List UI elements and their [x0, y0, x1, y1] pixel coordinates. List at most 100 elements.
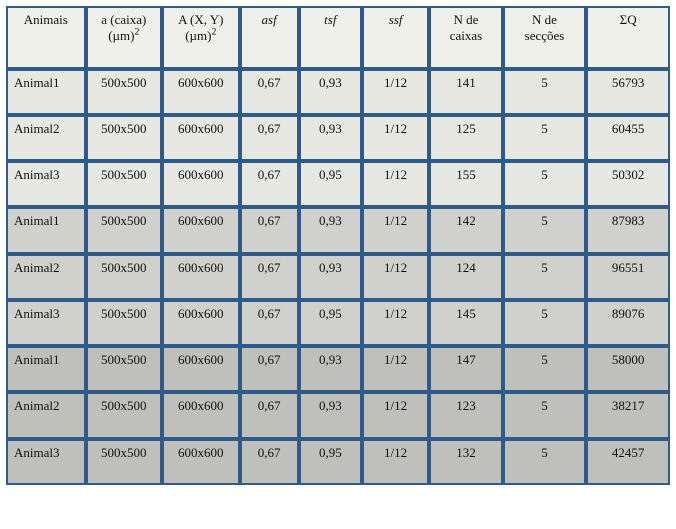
cell: 0,93	[299, 207, 362, 253]
col-header-5: ssf	[362, 6, 429, 69]
cell: 1/12	[362, 392, 429, 438]
cell: 500x500	[86, 300, 162, 346]
table-wrapper: Animaisa (caixa)(µm)2A (X, Y)(µm)2asftsf…	[0, 0, 676, 491]
cell: 1/12	[362, 115, 429, 161]
col-header-3: asf	[240, 6, 299, 69]
cell: 600x600	[162, 392, 240, 438]
cell: Animal1	[6, 207, 86, 253]
col-header-4: tsf	[299, 6, 362, 69]
cell: 600x600	[162, 161, 240, 207]
cell: 38217	[586, 392, 670, 438]
cell: 0,67	[240, 254, 299, 300]
table-row: Animal1500x500600x6000,670,931/121425879…	[6, 207, 670, 253]
cell: 500x500	[86, 161, 162, 207]
table-row: Animal2500x500600x6000,670,931/121255604…	[6, 115, 670, 161]
cell: 500x500	[86, 69, 162, 115]
cell: 56793	[586, 69, 670, 115]
table-row: Animal1500x500600x6000,670,931/121415567…	[6, 69, 670, 115]
cell: 0,95	[299, 439, 362, 485]
cell: 0,95	[299, 300, 362, 346]
cell: 0,93	[299, 254, 362, 300]
table-header-row: Animaisa (caixa)(µm)2A (X, Y)(µm)2asftsf…	[6, 6, 670, 69]
cell: 0,67	[240, 300, 299, 346]
cell: 600x600	[162, 300, 240, 346]
cell: 0,93	[299, 392, 362, 438]
cell: 123	[429, 392, 502, 438]
cell: 141	[429, 69, 502, 115]
table-body: Animal1500x500600x6000,670,931/121415567…	[6, 69, 670, 485]
cell: 5	[503, 300, 587, 346]
cell: 5	[503, 161, 587, 207]
cell: 500x500	[86, 439, 162, 485]
cell: 600x600	[162, 254, 240, 300]
cell: 5	[503, 346, 587, 392]
cell: 600x600	[162, 439, 240, 485]
cell: 50302	[586, 161, 670, 207]
table-row: Animal3500x500600x6000,670,951/121555503…	[6, 161, 670, 207]
col-header-2: A (X, Y)(µm)2	[162, 6, 240, 69]
table-row: Animal2500x500600x6000,670,931/121245965…	[6, 254, 670, 300]
cell: 42457	[586, 439, 670, 485]
cell: 147	[429, 346, 502, 392]
cell: 5	[503, 254, 587, 300]
cell: Animal2	[6, 254, 86, 300]
table-row: Animal2500x500600x6000,670,931/121235382…	[6, 392, 670, 438]
cell: 0,93	[299, 346, 362, 392]
cell: 1/12	[362, 300, 429, 346]
cell: 142	[429, 207, 502, 253]
cell: 0,67	[240, 69, 299, 115]
cell: Animal2	[6, 115, 86, 161]
cell: 500x500	[86, 207, 162, 253]
cell: 5	[503, 439, 587, 485]
cell: 0,67	[240, 346, 299, 392]
cell: 0,93	[299, 69, 362, 115]
cell: 132	[429, 439, 502, 485]
cell: 96551	[586, 254, 670, 300]
col-header-7: N desecções	[503, 6, 587, 69]
cell: 5	[503, 207, 587, 253]
cell: 5	[503, 69, 587, 115]
cell: 500x500	[86, 115, 162, 161]
table-row: Animal3500x500600x6000,670,951/121325424…	[6, 439, 670, 485]
cell: 1/12	[362, 346, 429, 392]
cell: 600x600	[162, 207, 240, 253]
table-row: Animal1500x500600x6000,670,931/121475580…	[6, 346, 670, 392]
cell: 124	[429, 254, 502, 300]
data-table: Animaisa (caixa)(µm)2A (X, Y)(µm)2asftsf…	[6, 6, 670, 485]
cell: 87983	[586, 207, 670, 253]
cell: 600x600	[162, 346, 240, 392]
cell: 1/12	[362, 161, 429, 207]
cell: 0,67	[240, 115, 299, 161]
cell: 0,67	[240, 439, 299, 485]
cell: Animal3	[6, 300, 86, 346]
cell: 1/12	[362, 207, 429, 253]
cell: 0,67	[240, 161, 299, 207]
cell: Animal3	[6, 439, 86, 485]
cell: 5	[503, 115, 587, 161]
cell: 155	[429, 161, 502, 207]
cell: Animal1	[6, 346, 86, 392]
cell: 0,67	[240, 207, 299, 253]
cell: 600x600	[162, 69, 240, 115]
cell: 1/12	[362, 69, 429, 115]
cell: 600x600	[162, 115, 240, 161]
cell: 125	[429, 115, 502, 161]
cell: 5	[503, 392, 587, 438]
cell: Animal1	[6, 69, 86, 115]
table-head: Animaisa (caixa)(µm)2A (X, Y)(µm)2asftsf…	[6, 6, 670, 69]
cell: Animal3	[6, 161, 86, 207]
col-header-0: Animais	[6, 6, 86, 69]
cell: 0,95	[299, 161, 362, 207]
cell: 0,93	[299, 115, 362, 161]
cell: 60455	[586, 115, 670, 161]
cell: 500x500	[86, 392, 162, 438]
cell: 0,67	[240, 392, 299, 438]
cell: 1/12	[362, 439, 429, 485]
cell: 145	[429, 300, 502, 346]
cell: 89076	[586, 300, 670, 346]
cell: 500x500	[86, 346, 162, 392]
table-row: Animal3500x500600x6000,670,951/121455890…	[6, 300, 670, 346]
col-header-1: a (caixa)(µm)2	[86, 6, 162, 69]
col-header-6: N decaixas	[429, 6, 502, 69]
cell: 500x500	[86, 254, 162, 300]
